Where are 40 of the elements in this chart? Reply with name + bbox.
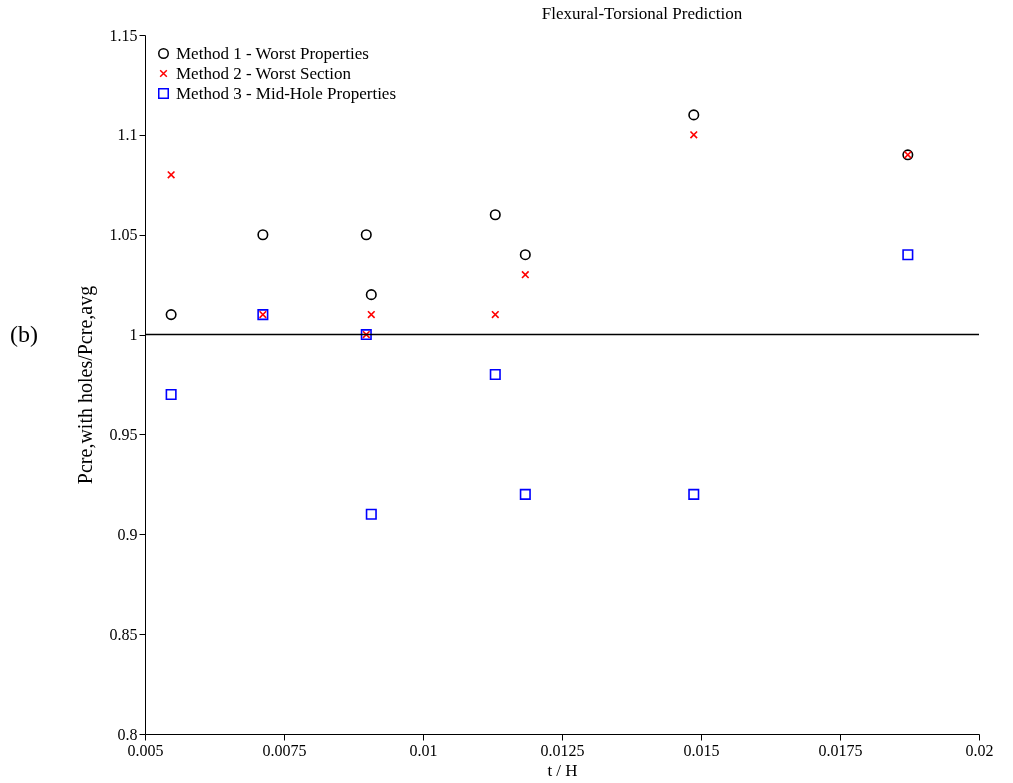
legend-label: Method 2 - Worst Section bbox=[176, 63, 352, 83]
point bbox=[165, 388, 177, 401]
point bbox=[489, 209, 501, 221]
chart-title: Flexural-Torsional Prediction bbox=[541, 4, 743, 23]
x-tick-label: 0.0075 bbox=[262, 741, 307, 759]
y-tick-label: 0.9 bbox=[117, 525, 138, 543]
x-tick-label: 0.005 bbox=[127, 741, 164, 759]
point bbox=[689, 130, 698, 139]
x-tick-label: 0.015 bbox=[683, 741, 720, 759]
point bbox=[365, 289, 377, 301]
x-tick-label: 0.0125 bbox=[540, 741, 585, 759]
y-tick-label: 1 bbox=[129, 326, 138, 344]
text: (b) bbox=[10, 321, 38, 347]
x-axis-title: t / H bbox=[547, 760, 578, 780]
y-tick-label: 1.05 bbox=[109, 226, 138, 244]
y-axis-title: Pcre,with holes/Pcre,avg bbox=[73, 285, 97, 485]
point bbox=[688, 488, 700, 500]
y-tick-label: 1.1 bbox=[117, 126, 138, 144]
point bbox=[165, 309, 177, 321]
point bbox=[257, 229, 269, 241]
point bbox=[688, 109, 700, 121]
point bbox=[519, 249, 531, 261]
point bbox=[521, 270, 530, 279]
x-tick-label: 0.02 bbox=[965, 741, 994, 759]
point bbox=[902, 249, 914, 261]
point bbox=[489, 368, 501, 381]
legend-label: Method 3 - Mid-Hole Properties bbox=[176, 83, 397, 103]
point bbox=[360, 229, 372, 241]
x-tick-label: 0.0175 bbox=[818, 741, 863, 759]
point bbox=[519, 488, 531, 500]
y-tick-label: 0.8 bbox=[117, 725, 138, 743]
y-tick-label: 1.15 bbox=[109, 26, 138, 44]
point bbox=[167, 170, 176, 179]
legend-label: Method 1 - Worst Properties bbox=[176, 43, 369, 63]
y-tick-label: 0.95 bbox=[109, 425, 138, 443]
point bbox=[491, 310, 500, 319]
y-tick-label: 0.85 bbox=[109, 625, 138, 643]
point bbox=[367, 310, 376, 319]
x-tick-label: 0.01 bbox=[409, 741, 438, 759]
point bbox=[365, 508, 377, 520]
